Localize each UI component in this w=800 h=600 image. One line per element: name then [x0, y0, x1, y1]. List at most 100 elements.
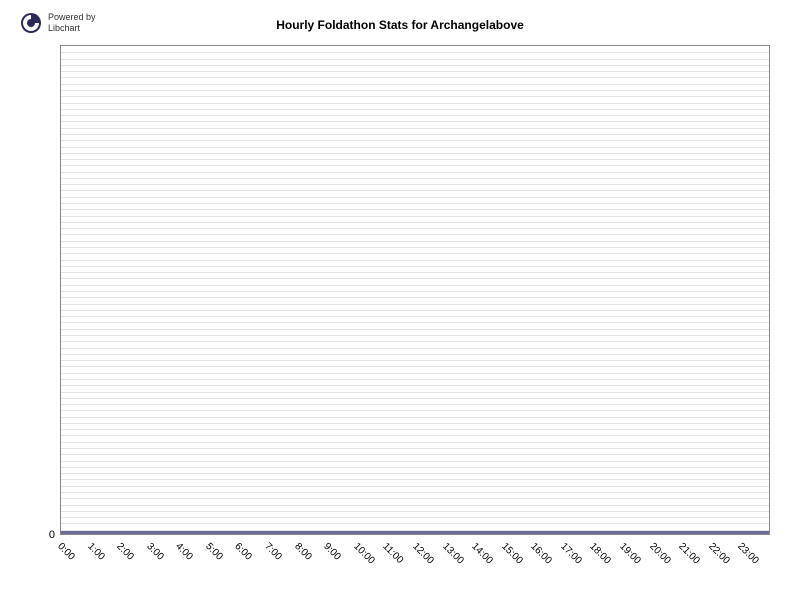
grid-line — [61, 209, 769, 210]
grid-line — [61, 216, 769, 217]
grid-line — [61, 341, 769, 342]
powered-by-line1: Powered by — [48, 12, 96, 23]
grid-line — [61, 103, 769, 104]
grid-line — [61, 505, 769, 506]
grid-line — [61, 335, 769, 336]
grid-line — [61, 448, 769, 449]
y-tick-label: 0 — [49, 529, 55, 541]
x-tick-label: 18:00 — [588, 541, 613, 566]
grid-line — [61, 203, 769, 204]
grid-line — [61, 366, 769, 367]
grid-line — [61, 373, 769, 374]
grid-line — [61, 77, 769, 78]
x-tick-label: 13:00 — [440, 541, 465, 566]
x-tick-label: 6:00 — [233, 541, 255, 563]
grid-line — [61, 297, 769, 298]
x-tick-label: 12:00 — [410, 541, 435, 566]
grid-line — [61, 147, 769, 148]
grid-line — [61, 253, 769, 254]
x-tick-label: 21:00 — [676, 541, 701, 566]
grid-line — [61, 52, 769, 53]
grid-line — [61, 486, 769, 487]
grid-line — [61, 184, 769, 185]
grid-line — [61, 109, 769, 110]
grid-line — [61, 435, 769, 436]
grid-line — [61, 165, 769, 166]
x-tick-label: 15:00 — [499, 541, 524, 566]
x-tick-label: 7:00 — [262, 541, 284, 563]
branding-text: Powered by Libchart — [48, 12, 96, 34]
x-tick-label: 10:00 — [351, 541, 376, 566]
grid-line — [61, 429, 769, 430]
grid-line — [61, 121, 769, 122]
grid-line — [61, 241, 769, 242]
grid-line — [61, 228, 769, 229]
grid-line — [61, 222, 769, 223]
grid-line — [61, 348, 769, 349]
grid-line — [61, 285, 769, 286]
grid-line — [61, 197, 769, 198]
x-tick-label: 8:00 — [292, 541, 314, 563]
grid-line — [61, 410, 769, 411]
grid-line — [61, 260, 769, 261]
grid-line — [61, 159, 769, 160]
grid-line — [61, 473, 769, 474]
grid-line — [61, 492, 769, 493]
grid-line — [61, 530, 769, 531]
grid-line — [61, 266, 769, 267]
grid-line — [61, 423, 769, 424]
x-tick-label: 5:00 — [203, 541, 225, 563]
branding-area: Powered by Libchart — [20, 12, 96, 34]
grid-line — [61, 398, 769, 399]
x-tick-label: 3:00 — [144, 541, 166, 563]
grid-line — [61, 59, 769, 60]
grid-line — [61, 128, 769, 129]
grid-line — [61, 234, 769, 235]
grid-line — [61, 523, 769, 524]
grid-line — [61, 84, 769, 85]
grid-line — [61, 360, 769, 361]
x-tick-label: 20:00 — [647, 541, 672, 566]
plot-area — [60, 45, 770, 535]
x-tick-label: 2:00 — [114, 541, 136, 563]
grid-line — [61, 304, 769, 305]
grid-line — [61, 71, 769, 72]
x-tick-label: 16:00 — [529, 541, 554, 566]
grid-line — [61, 272, 769, 273]
grid-line — [61, 134, 769, 135]
grid-line — [61, 322, 769, 323]
grid-line — [61, 65, 769, 66]
x-tick-label: 11:00 — [381, 541, 406, 566]
grid-line — [61, 442, 769, 443]
grid-line — [61, 511, 769, 512]
grid-line — [61, 329, 769, 330]
grid-line — [61, 461, 769, 462]
grid-line — [61, 115, 769, 116]
grid-line — [61, 479, 769, 480]
powered-by-line2: Libchart — [48, 23, 96, 34]
chart-title: Hourly Foldathon Stats for Archangelabov… — [276, 18, 524, 32]
x-tick-label: 1:00 — [85, 541, 107, 563]
x-tick-label: 17:00 — [558, 541, 583, 566]
x-tick-label: 14:00 — [469, 541, 494, 566]
grid-line — [61, 140, 769, 141]
grid-line — [61, 404, 769, 405]
grid-line — [61, 385, 769, 386]
grid-line — [61, 247, 769, 248]
x-tick-label: 22:00 — [706, 541, 731, 566]
grid-line — [61, 96, 769, 97]
grid-line — [61, 190, 769, 191]
grid-line — [61, 379, 769, 380]
grid-line — [61, 354, 769, 355]
grid-line — [61, 454, 769, 455]
grid-line — [61, 517, 769, 518]
x-tick-label: 23:00 — [736, 541, 761, 566]
grid-line — [61, 316, 769, 317]
grid-line — [61, 392, 769, 393]
grid-line — [61, 291, 769, 292]
grid-line — [61, 310, 769, 311]
grid-line — [61, 278, 769, 279]
grid-line — [61, 467, 769, 468]
grid-line — [61, 417, 769, 418]
grid-line — [61, 172, 769, 173]
